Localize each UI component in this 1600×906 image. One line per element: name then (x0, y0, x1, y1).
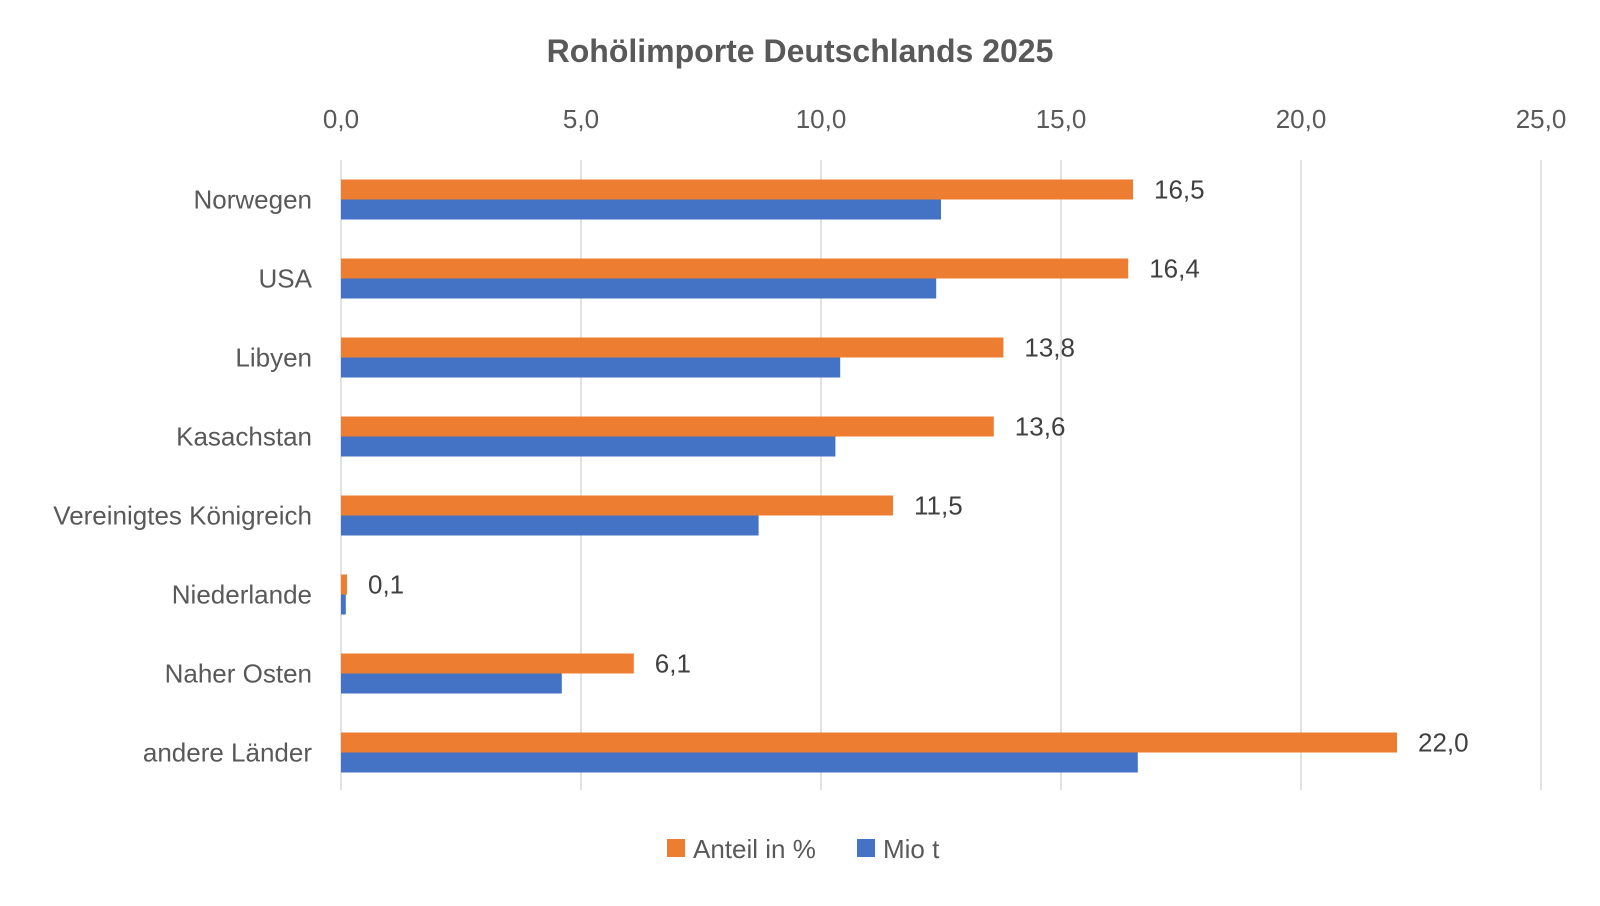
category-label: Naher Osten (165, 659, 312, 689)
x-tick-label: 15,0 (1036, 104, 1087, 134)
category-labels: Norwegen USA Libyen Kasachstan Vereinigtes K… (53, 185, 312, 768)
data-label: 16,5 (1154, 175, 1205, 205)
data-label: 13,8 (1024, 333, 1075, 363)
bar-anteil (341, 574, 347, 595)
bar-anteil (341, 179, 1133, 200)
bar-anteil (341, 337, 1004, 358)
bar-mio-t (341, 357, 841, 378)
data-label: 22,0 (1418, 728, 1469, 758)
legend-swatch (667, 839, 685, 857)
bar-mio-t (341, 594, 346, 615)
data-label: 0,1 (368, 570, 404, 600)
bar-series (341, 179, 1397, 773)
x-tick-label: 0,0 (323, 104, 359, 134)
data-label: 13,6 (1015, 412, 1066, 442)
category-label: USA (259, 264, 313, 294)
x-tick-label: 25,0 (1516, 104, 1567, 134)
bar-mio-t (341, 199, 941, 220)
chart-title: Rohölimporte Deutschlands 2025 (547, 33, 1054, 69)
bar-anteil (341, 258, 1129, 279)
bar-anteil (341, 653, 634, 674)
data-label: 11,5 (914, 491, 963, 521)
bar-anteil (341, 416, 994, 437)
legend-label: Anteil in % (693, 834, 816, 864)
legend-label: Mio t (883, 834, 940, 864)
legend: Anteil in % Mio t (667, 834, 940, 864)
data-label: 6,1 (655, 649, 691, 679)
category-label: Libyen (235, 343, 312, 373)
bar-mio-t (341, 278, 937, 299)
legend-swatch (857, 839, 875, 857)
x-axis-ticks: 0,0 5,0 10,0 15,0 20,0 25,0 (323, 104, 1566, 134)
x-tick-label: 20,0 (1276, 104, 1327, 134)
category-label: Norwegen (193, 185, 312, 215)
bar-anteil (341, 732, 1397, 753)
category-label: andere Länder (143, 738, 312, 768)
x-tick-label: 5,0 (563, 104, 599, 134)
gridlines (340, 160, 1542, 790)
category-label: Kasachstan (176, 422, 312, 452)
bar-mio-t (341, 673, 562, 694)
data-label: 16,4 (1149, 254, 1200, 284)
bar-anteil (341, 495, 893, 516)
bar-mio-t (341, 515, 759, 536)
category-label: Niederlande (172, 580, 312, 610)
category-label: Vereinigtes Königreich (53, 501, 312, 531)
data-labels: 16,5 16,4 13,8 13,6 11,5 0,1 6,1 22,0 (368, 175, 1469, 758)
bar-mio-t (341, 436, 836, 457)
x-tick-label: 10,0 (796, 104, 847, 134)
bar-mio-t (341, 752, 1138, 773)
